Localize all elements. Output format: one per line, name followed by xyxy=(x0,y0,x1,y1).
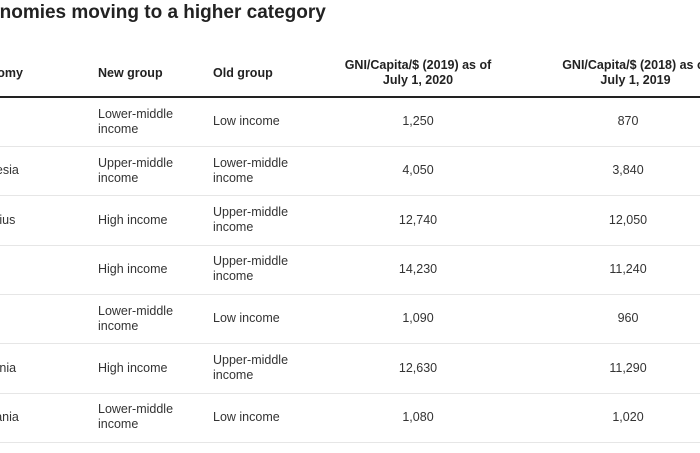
table-row: onesia Upper-middle income Lower-middle in… xyxy=(0,146,700,197)
cell-economy: nin xyxy=(0,97,92,146)
cell-gni-2018: 11,290 xyxy=(609,360,647,375)
cell-gni-2018: 1,020 xyxy=(612,409,644,424)
header-new-group: New group xyxy=(98,65,163,80)
cell-old-group: Upper-middle income xyxy=(213,353,289,382)
header-gni-2018-line2: July 1, 2019 xyxy=(600,73,671,87)
cell-gni-2019: 12,740 xyxy=(398,212,438,227)
cell-old-group: Low income xyxy=(213,114,280,128)
table-row: mania High income Upper-middle income 12,63… xyxy=(0,344,700,394)
cell-old-group: Upper-middle income xyxy=(213,205,289,235)
header-gni-2018-line1: GNI/Capita/$ (2018) as of xyxy=(562,58,700,72)
header-gni-2018: GNI/Capita/$ (2018) as of July 1, 2019 xyxy=(548,50,700,96)
cell-gni-2019: 1,090 xyxy=(402,311,434,326)
table-title: onomies moving to a higher category xyxy=(0,2,326,23)
cell-gni-2019: 12,630 xyxy=(398,360,438,375)
cell-economy: pal xyxy=(0,294,92,343)
header-economy: onomy xyxy=(0,65,23,80)
table-row: uru High income Upper-middle income 14,230 1… xyxy=(0,245,700,295)
header-gni-2019-line2: July 1, 2020 xyxy=(382,73,454,87)
cell-new-group: Lower-middle income xyxy=(98,303,174,333)
cell-old-group: Upper-middle income xyxy=(213,254,289,284)
cell-new-group: Lower-middle income xyxy=(98,106,174,136)
cell-gni-2019: 1,080 xyxy=(402,409,434,424)
table-row: palLower-middle income Low income 1,090 960 xyxy=(0,294,700,345)
cell-old-group: Low income xyxy=(213,409,280,424)
cell-gni-2018: 870 xyxy=(617,114,639,128)
cell-economy: nzania xyxy=(0,409,19,424)
cell-new-group: Upper-middle income xyxy=(98,155,174,185)
cell-old-group: Lower-middle income xyxy=(213,155,289,185)
header-gni-2019: GNI/Capita/$ (2019) as of July 1, 2020 xyxy=(340,50,496,96)
cell-gni-2018: 3,840 xyxy=(612,163,644,178)
cell-gni-2019: 1,250 xyxy=(402,114,434,128)
cell-gni-2018: 12,050 xyxy=(608,212,648,227)
cell-economy: uritius xyxy=(0,212,16,227)
cell-economy: uru xyxy=(0,245,92,294)
cell-gni-2019: 14,230 xyxy=(398,261,438,276)
cell-new-group: High income xyxy=(98,261,168,276)
cell-gni-2019: 4,050 xyxy=(402,163,434,178)
cell-new-group: High income xyxy=(98,212,168,227)
cell-economy: onesia xyxy=(0,163,19,178)
table-row: nzania Lower-middle income Low income 1,080… xyxy=(0,393,700,443)
cell-gni-2018: 11,240 xyxy=(609,261,647,276)
cell-economy: mania xyxy=(0,360,17,375)
header-old-group: Old group xyxy=(213,65,273,80)
cell-new-group: Lower-middle income xyxy=(98,402,174,432)
header-gni-2019-line1: GNI/Capita/$ (2019) as of xyxy=(344,58,492,72)
table-row: uritius High income Upper-middle income 12,… xyxy=(0,196,700,246)
table-header: onomy New group Old group GNI/Capita/$ (… xyxy=(0,50,700,98)
cell-new-group: High income xyxy=(98,360,168,375)
cell-old-group: Low income xyxy=(213,311,280,326)
table-row: ninLower-middle income Low income 1,250 870 xyxy=(0,97,700,147)
cell-gni-2018: 960 xyxy=(617,311,639,326)
